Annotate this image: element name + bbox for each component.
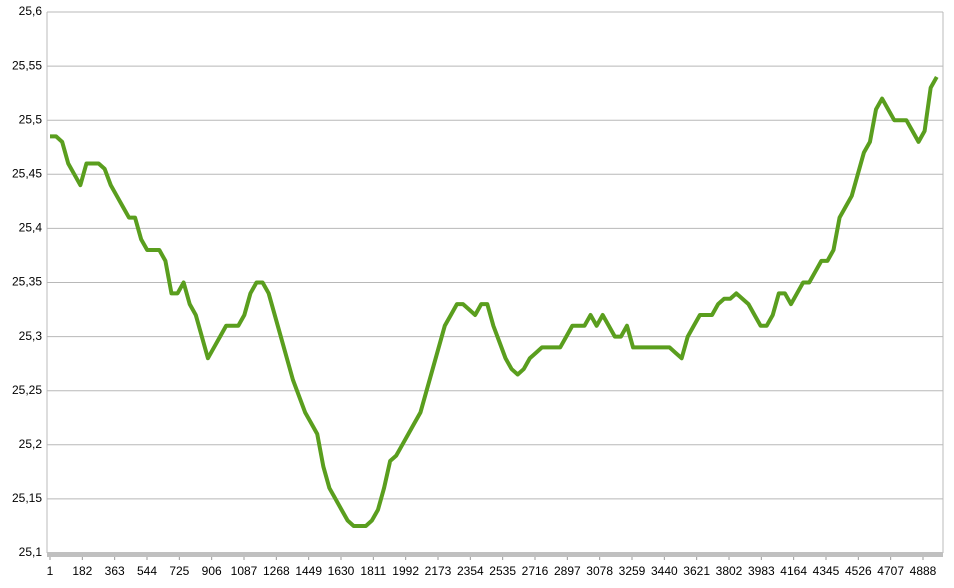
x-tick-label: 4526 — [845, 564, 872, 578]
x-tick-label: 363 — [105, 564, 125, 578]
x-tick-label: 3440 — [651, 564, 678, 578]
x-tick-label: 2535 — [489, 564, 516, 578]
y-tick-label: 25,25 — [12, 383, 42, 397]
x-tick-label: 3259 — [619, 564, 646, 578]
y-tick-label: 25,2 — [19, 437, 43, 451]
data-line — [50, 75, 939, 528]
x-axis — [47, 552, 943, 557]
x-tick-label: 3983 — [748, 564, 775, 578]
x-tick-label: 1630 — [328, 564, 355, 578]
y-tick-label: 25,3 — [19, 329, 43, 343]
x-tick-label: 3802 — [716, 564, 743, 578]
x-tick-label: 4888 — [910, 564, 937, 578]
y-tick-label: 25,1 — [19, 545, 43, 559]
y-tick-label: 25,6 — [19, 4, 43, 18]
x-tick-label: 1087 — [231, 564, 258, 578]
x-tick-label: 4345 — [813, 564, 840, 578]
x-tick-label: 2716 — [522, 564, 549, 578]
x-tick-label: 544 — [137, 564, 157, 578]
y-tick-label: 25,35 — [12, 275, 42, 289]
y-tick-label: 25,45 — [12, 166, 42, 180]
x-tick-label: 1268 — [263, 564, 290, 578]
y-tick-label: 25,55 — [12, 58, 42, 72]
x-tick-label: 725 — [169, 564, 189, 578]
x-tick-label: 2354 — [457, 564, 484, 578]
x-tick-label: 182 — [72, 564, 92, 578]
x-tick-label: 4707 — [877, 564, 904, 578]
x-tick-label: 1449 — [295, 564, 322, 578]
y-tick-label: 25,4 — [19, 221, 43, 235]
x-tick-label: 1 — [47, 564, 54, 578]
x-tick-label: 4164 — [780, 564, 807, 578]
x-tick-label: 906 — [202, 564, 222, 578]
x-tick-label: 2897 — [554, 564, 581, 578]
y-tick-label: 25,5 — [19, 112, 43, 126]
x-tick-label: 3621 — [683, 564, 710, 578]
x-tick-label: 1992 — [392, 564, 419, 578]
x-tick-label: 3078 — [586, 564, 613, 578]
x-tick-label: 2173 — [425, 564, 452, 578]
y-tick-label: 25,15 — [12, 491, 42, 505]
x-tick-label: 1811 — [360, 564, 386, 578]
